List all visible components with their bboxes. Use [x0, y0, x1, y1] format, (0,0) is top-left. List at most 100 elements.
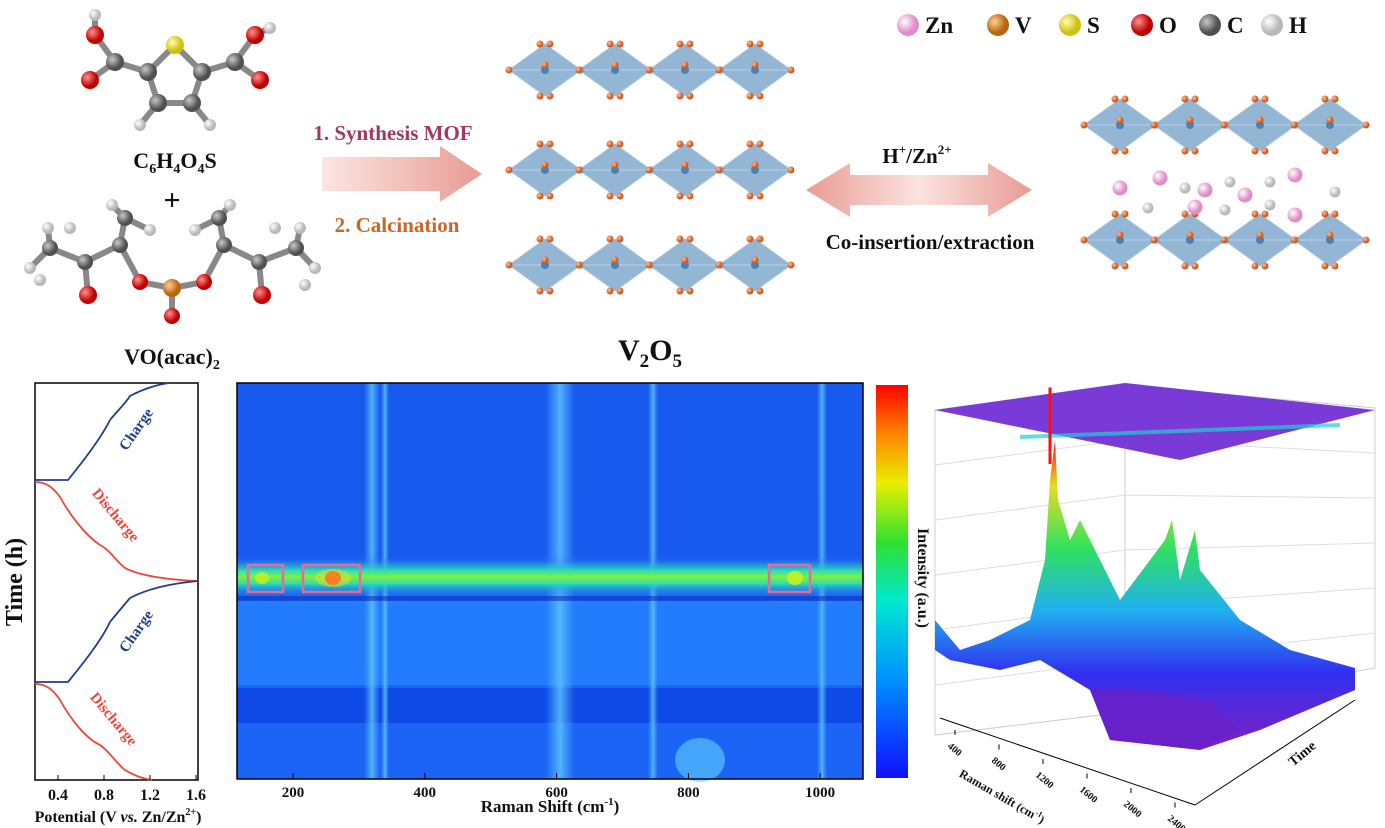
plus-sign: +: [163, 184, 180, 217]
discharge-curve-1: [34, 481, 199, 582]
oxygen-atom: [1121, 147, 1129, 155]
legend-atom-c-icon: [1199, 14, 1221, 36]
oxygen-atom: [756, 192, 764, 200]
atom-h: [24, 262, 36, 274]
oxygen-atom: [546, 92, 554, 100]
oxygen-atom: [1261, 262, 1269, 270]
vanadium-center: [1326, 236, 1334, 244]
legend-label-s: S: [1087, 13, 1100, 38]
3d-x-tick-label: 2400: [1165, 813, 1187, 828]
vanadium-precursor-formula: VO(acac)2: [124, 344, 220, 373]
atom-o: [86, 26, 104, 44]
atom-h: [269, 222, 281, 234]
3d-x-axis-label: Raman shift (cm-1): [957, 766, 1048, 827]
atom-c: [251, 254, 267, 270]
oxygen-atom: [546, 235, 554, 243]
oxygen-atom: [1290, 121, 1298, 129]
heatmap-dark-line: [237, 596, 863, 601]
atom-o: [164, 308, 180, 324]
oxygen-atom: [575, 66, 583, 74]
charge-discharge-plot: Charge Discharge Charge Discharge 0.4 0.8…: [2, 382, 206, 826]
atom-h: [204, 119, 216, 131]
atom-c: [183, 94, 201, 112]
oxygen-atom: [787, 66, 795, 74]
oxygen-atom: [546, 40, 554, 48]
legend-atom-s-icon: [1059, 14, 1081, 36]
atom-h: [89, 9, 101, 21]
oxygen-atom: [676, 287, 684, 295]
oxygen-atom: [1331, 147, 1339, 155]
intercalated-structure: [1080, 95, 1370, 270]
oxygen-atom: [1186, 116, 1194, 124]
co-insertion-caption: Co-insertion/extraction: [826, 230, 1035, 254]
charge-curve-1: [35, 382, 171, 481]
oxygen-atom: [1331, 95, 1339, 103]
highlight-box-1: [246, 563, 285, 594]
h-ion: [1329, 186, 1341, 198]
heatmap-peak-halo: [315, 569, 351, 587]
atom-o: [253, 286, 271, 304]
oxygen-atom: [686, 40, 694, 48]
3d-grid-line: [934, 494, 1126, 521]
atom-h: [294, 222, 306, 234]
3d-x-tick-label: 1200: [1033, 770, 1055, 791]
oxygen-atom: [616, 192, 624, 200]
oxygen-atom: [536, 192, 544, 200]
oxygen-atom: [1220, 236, 1228, 244]
synthesis-arrow: [322, 146, 482, 202]
oxygen-atom: [1116, 116, 1124, 124]
3d-x-tick-label: 800: [989, 755, 1008, 773]
atom-o: [251, 71, 269, 89]
oxygen-atom: [756, 235, 764, 243]
oxygen-atom: [1321, 210, 1329, 218]
oxygen-atom: [715, 261, 723, 269]
oxygen-atom: [1326, 116, 1334, 124]
oxygen-atom: [787, 166, 795, 174]
oxygen-atom: [756, 40, 764, 48]
raman-contour-map: 200 400 600 800 1000 Raman Shift (cm-1) Inte…: [236, 382, 931, 816]
atom-c: [211, 210, 227, 226]
vanadium-center: [1326, 121, 1334, 129]
atom-o: [79, 286, 97, 304]
oxygen-atom: [676, 192, 684, 200]
3d-x-tick-label: 1600: [1077, 784, 1099, 805]
h-ion: [1142, 202, 1154, 214]
oxygen-atom: [645, 66, 653, 74]
zn-ion: [1112, 180, 1128, 196]
3d-projection-streak: [1019, 423, 1341, 439]
oxygen-atom: [645, 261, 653, 269]
atom-h: [64, 222, 76, 234]
h-ion: [1264, 199, 1276, 211]
atom-c: [112, 237, 128, 253]
oxygen-atom: [546, 140, 554, 148]
atom-c: [117, 210, 133, 226]
oxygen-atom: [1256, 116, 1264, 124]
3d-x-axis: [939, 717, 1196, 806]
oxygen-atom: [616, 40, 624, 48]
oxygen-atom: [575, 166, 583, 174]
oxygen-atom: [1290, 236, 1298, 244]
heatmap-frame: [236, 382, 864, 780]
oxygen-atom: [681, 256, 689, 264]
vanadium-center: [751, 166, 759, 174]
ions-label: H+/Zn2+: [882, 142, 951, 168]
atom-h: [134, 119, 146, 131]
h-ion: [1219, 204, 1231, 216]
oxygen-atom: [505, 166, 513, 174]
vanadium-center: [1186, 236, 1194, 244]
heatmap-x-tick-label: 400: [414, 785, 437, 801]
vanadium-center: [681, 261, 689, 269]
atom-h: [299, 279, 311, 291]
gcd-x-tick-label: 0.4: [48, 787, 68, 804]
atom-c: [216, 237, 232, 253]
oxygen-atom: [611, 161, 619, 169]
step2-label: 2. Calcination: [335, 213, 460, 237]
h-ion: [1224, 176, 1236, 188]
v2o5-label: V2O5: [618, 334, 682, 372]
oxygen-atom: [1321, 95, 1329, 103]
ligand-formula: C6H4O4S: [133, 148, 216, 177]
3d-surface: [935, 440, 1355, 750]
gcd-x-tick-label: 1.2: [140, 787, 160, 804]
3d-x-tick-label: 2000: [1121, 799, 1143, 820]
atom-c: [149, 94, 167, 112]
